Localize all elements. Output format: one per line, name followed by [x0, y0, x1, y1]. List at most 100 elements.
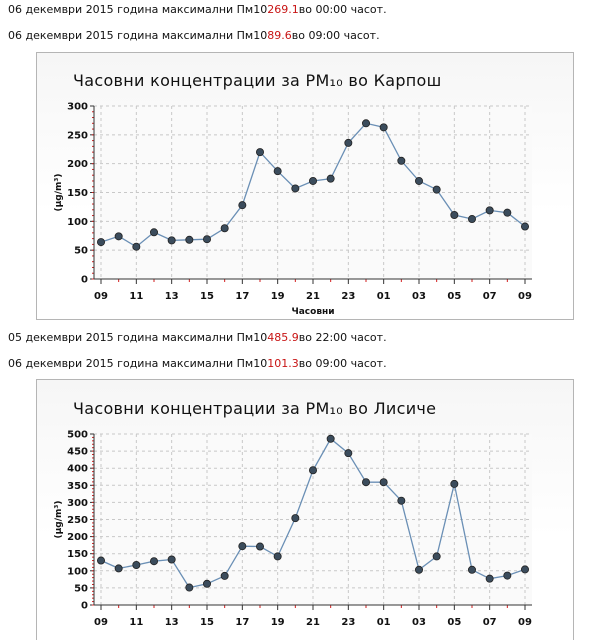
ytick-label: 200 — [67, 532, 88, 543]
xtick-label: 05 — [447, 617, 461, 628]
ytick-label: 150 — [67, 188, 88, 199]
data-point — [450, 210, 459, 219]
xtick-label: 09 — [94, 617, 108, 628]
data-point — [414, 176, 423, 185]
data-point — [414, 565, 423, 574]
summary-value: 101.3 — [267, 357, 299, 370]
summary-prefix: 06 декември 2015 година максимални Пм10 — [8, 3, 268, 16]
data-point — [361, 119, 370, 128]
data-point — [344, 138, 353, 147]
data-point — [432, 185, 441, 194]
ytick-label: 250 — [67, 515, 88, 526]
data-point — [379, 123, 388, 132]
xtick-label: 07 — [483, 617, 497, 628]
xtick-label: 13 — [165, 617, 179, 628]
data-point — [503, 571, 512, 580]
ytick-label: 100 — [67, 566, 88, 577]
data-point — [255, 148, 264, 157]
summary-line-3: 05 декември 2015 година максимални Пм104… — [8, 331, 387, 344]
data-point — [185, 583, 194, 592]
summary-prefix: 06 декември 2015 година максимални Пм10 — [8, 357, 268, 370]
data-point — [167, 236, 176, 245]
xtick-label: 13 — [165, 291, 179, 302]
xtick-label: 11 — [129, 617, 143, 628]
data-point — [97, 238, 106, 247]
summary-prefix: 06 декември 2015 година максимални Пм10 — [8, 29, 268, 42]
data-point — [361, 478, 370, 487]
data-point — [308, 176, 317, 185]
ytick-label: 0 — [81, 601, 88, 612]
x-axis-label: Часовни — [291, 307, 334, 317]
data-point — [132, 242, 141, 251]
data-point — [379, 478, 388, 487]
data-point — [344, 449, 353, 458]
summary-suffix: во 22:00 часот. — [298, 331, 387, 344]
xtick-label: 01 — [377, 291, 391, 302]
data-point — [97, 556, 106, 565]
ytick-label: 200 — [67, 159, 88, 170]
data-point — [450, 479, 459, 488]
data-point — [255, 542, 264, 551]
chart-karposh-svg: Часовни концентрации за PM₁₀ во Карпош05… — [54, 71, 532, 317]
chart-title: Часовни концентрации за PM₁₀ во Лисиче — [73, 399, 436, 418]
summary-line-4: 06 декември 2015 година максимални Пм101… — [8, 357, 387, 370]
xtick-label: 15 — [200, 617, 214, 628]
data-point — [167, 555, 176, 564]
data-point — [150, 557, 159, 566]
xtick-label: 03 — [412, 617, 426, 628]
ytick-label: 350 — [67, 481, 88, 492]
xtick-label: 05 — [447, 291, 461, 302]
data-point — [467, 215, 476, 224]
data-point — [202, 579, 211, 588]
data-point — [238, 542, 247, 551]
chart-title: Часовни концентрации за PM₁₀ во Карпош — [73, 71, 442, 90]
data-point — [485, 574, 494, 583]
xtick-label: 09 — [94, 291, 108, 302]
summary-value: 485.9 — [267, 331, 299, 344]
ytick-label: 100 — [67, 217, 88, 228]
ytick-label: 50 — [74, 583, 88, 594]
xtick-label: 17 — [235, 291, 249, 302]
ytick-label: 50 — [74, 246, 88, 257]
data-point — [326, 174, 335, 183]
data-point — [397, 156, 406, 165]
xtick-label: 17 — [235, 617, 249, 628]
summary-suffix: во 09:00 часот. — [291, 29, 380, 42]
data-point — [503, 208, 512, 217]
xtick-label: 03 — [412, 291, 426, 302]
data-point — [132, 560, 141, 569]
data-point — [273, 167, 282, 176]
ytick-label: 250 — [67, 130, 88, 141]
summary-line-2: 06 декември 2015 година максимални Пм108… — [8, 29, 380, 42]
data-point — [114, 564, 123, 573]
ytick-label: 0 — [81, 275, 88, 286]
data-point — [397, 496, 406, 505]
data-point — [432, 552, 441, 561]
chart-lisiche-svg: Часовни концентрации за PM₁₀ во Лисиче05… — [54, 399, 532, 628]
xtick-label: 09 — [518, 617, 532, 628]
data-point — [520, 565, 529, 574]
ytick-label: 400 — [67, 464, 88, 475]
summary-suffix: во 09:00 часот. — [298, 357, 387, 370]
data-point — [467, 565, 476, 574]
data-point — [520, 222, 529, 231]
data-point — [114, 232, 123, 241]
summary-suffix: во 00:00 часот. — [298, 3, 387, 16]
data-point — [150, 228, 159, 237]
ytick-label: 500 — [67, 430, 88, 441]
xtick-label: 07 — [483, 291, 497, 302]
data-point — [202, 235, 211, 244]
data-point — [326, 434, 335, 443]
xtick-label: 21 — [306, 291, 320, 302]
summary-value: 269.1 — [267, 3, 299, 16]
xtick-label: 23 — [341, 291, 355, 302]
summary-prefix: 05 декември 2015 година максимални Пм10 — [8, 331, 268, 344]
ytick-label: 300 — [67, 102, 88, 113]
xtick-label: 23 — [341, 617, 355, 628]
xtick-label: 19 — [271, 617, 285, 628]
xtick-label: 09 — [518, 291, 532, 302]
y-axis-label: (µg/m³) — [54, 501, 64, 539]
data-point — [220, 224, 229, 233]
data-point — [220, 571, 229, 580]
xtick-label: 11 — [129, 291, 143, 302]
